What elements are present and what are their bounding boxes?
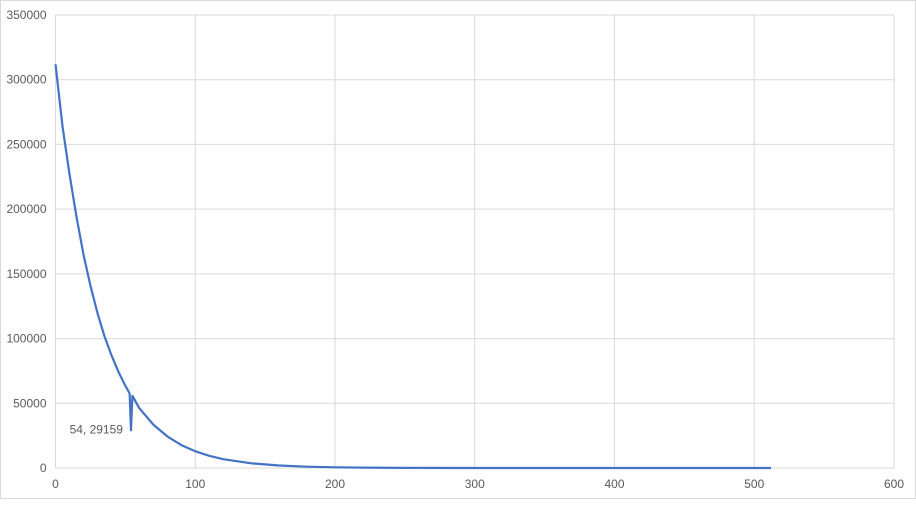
x-tick-label: 500 (744, 477, 764, 491)
y-tick-label: 200000 (6, 202, 46, 216)
x-tick-label: 200 (325, 477, 345, 491)
x-tick-label: 0 (52, 477, 59, 491)
y-tick-label: 350000 (6, 8, 46, 22)
x-tick-label: 300 (465, 477, 485, 491)
y-tick-label: 0 (40, 461, 47, 475)
y-tick-label: 50000 (13, 396, 47, 410)
x-tick-label: 400 (604, 477, 624, 491)
y-tick-label: 150000 (6, 267, 46, 281)
y-tick-label: 100000 (6, 332, 46, 346)
x-tick-label: 100 (185, 477, 205, 491)
y-tick-label: 250000 (6, 137, 46, 151)
y-tick-label: 300000 (6, 73, 46, 87)
data-label: 54, 29159 (70, 422, 124, 436)
x-tick-label: 600 (884, 477, 904, 491)
series-line (54, 64, 771, 470)
